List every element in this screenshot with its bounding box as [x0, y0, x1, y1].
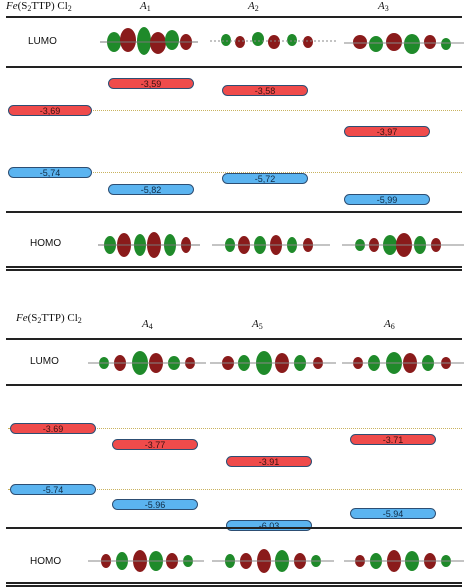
header-col-a3: A3 — [378, 0, 389, 13]
homo-bar-a2: -5,72 — [222, 173, 308, 184]
lumo-orbital-a3 — [344, 33, 464, 54]
lumo-orbital-a2 — [210, 32, 338, 49]
divider2-bottom-a — [6, 582, 462, 584]
divider-homo-top — [6, 211, 462, 213]
homo-label-2: HOMO — [30, 556, 62, 567]
homo-orbital-a4 — [88, 550, 204, 572]
homo-bar-a6: -5.94 — [350, 508, 436, 519]
header-ref-prefix: Fe — [6, 0, 18, 12]
divider-lumo-bottom — [6, 66, 462, 68]
homo-orbital-a2 — [212, 235, 330, 255]
header-ref-sub2: 2 — [67, 4, 72, 13]
lumo-bar-a6: -3.71 — [350, 434, 436, 445]
lumo-bar-ref-2: -3.69 — [10, 423, 96, 434]
lumo-label: LUMO — [28, 36, 57, 47]
header-col-a2: A2 — [248, 0, 259, 13]
homo-orbital-a1 — [98, 232, 200, 258]
header-ref-suffix: TTP) Cl — [31, 0, 68, 12]
lumo-bar-a2: -3,58 — [222, 85, 308, 96]
homo-bar-a3: -5,99 — [344, 194, 430, 205]
header2-ref-sub2: 2 — [77, 316, 82, 325]
lumo-bar-a3: -3,97 — [344, 126, 430, 137]
header2-ref-prefix: Fe — [16, 312, 28, 324]
header2-ref-sub: 2 — [37, 316, 42, 325]
lumo-level-line-2 — [8, 428, 462, 429]
divider2-bottom-b — [6, 585, 462, 587]
homo-bar-a5: -6.03 — [226, 520, 312, 531]
header-ref-sub: 2 — [27, 4, 32, 13]
lumo-bar-a4: -3.77 — [112, 439, 198, 450]
lumo-orbital-a1 — [100, 27, 198, 55]
lumo-level-line — [8, 110, 462, 111]
divider2-homo-top — [6, 527, 462, 529]
header2-ref-mid: (S — [27, 312, 38, 324]
homo-level-line — [8, 172, 462, 173]
divider-panel1-bottom-a — [6, 266, 462, 268]
header-col-a5: A5 — [252, 318, 263, 331]
header2-ref-suffix: TTP) Cl — [41, 312, 78, 324]
homo-orbital-a5 — [212, 549, 334, 573]
divider-top — [6, 16, 462, 18]
header-col-a4: A4 — [142, 318, 153, 331]
header-col-a6: A6 — [384, 318, 395, 331]
header-col-a1: A1 — [140, 0, 151, 13]
header-ref-mid: (S — [17, 0, 28, 12]
homo-bar-ref: -5,74 — [8, 167, 92, 178]
panel-1: Fe(S2TTP) Cl2 A1 A2 A3 LUMO -3,69 -3,59 … — [0, 0, 474, 272]
homo-orbital-a6 — [344, 550, 464, 572]
homo-label: HOMO — [30, 238, 62, 249]
lumo-orbital-a6 — [342, 352, 464, 374]
divider2-lumo-bottom — [6, 384, 462, 386]
homo-level-line-2 — [8, 489, 462, 490]
header-reference: Fe(S2TTP) Cl2 — [6, 0, 72, 13]
homo-orbital-a3 — [342, 233, 464, 257]
lumo-orbital-a4 — [88, 351, 206, 375]
homo-bar-a4: -5.96 — [112, 499, 198, 510]
lumo-label-2: LUMO — [30, 356, 59, 367]
lumo-bar-a5: -3.91 — [226, 456, 312, 467]
homo-bar-ref-2: -5.74 — [10, 484, 96, 495]
panel-2: Fe(S2TTP) Cl2 A4 A5 A6 LUMO -3.69 -3.77 … — [0, 312, 474, 588]
lumo-bar-a1: -3,59 — [108, 78, 194, 89]
lumo-orbital-a5 — [210, 351, 336, 375]
divider2-top — [6, 338, 462, 340]
homo-bar-a1: -5,82 — [108, 184, 194, 195]
divider-panel1-bottom-b — [6, 269, 462, 271]
lumo-bar-ref: -3,69 — [8, 105, 92, 116]
header-reference-2: Fe(S2TTP) Cl2 — [16, 312, 82, 325]
